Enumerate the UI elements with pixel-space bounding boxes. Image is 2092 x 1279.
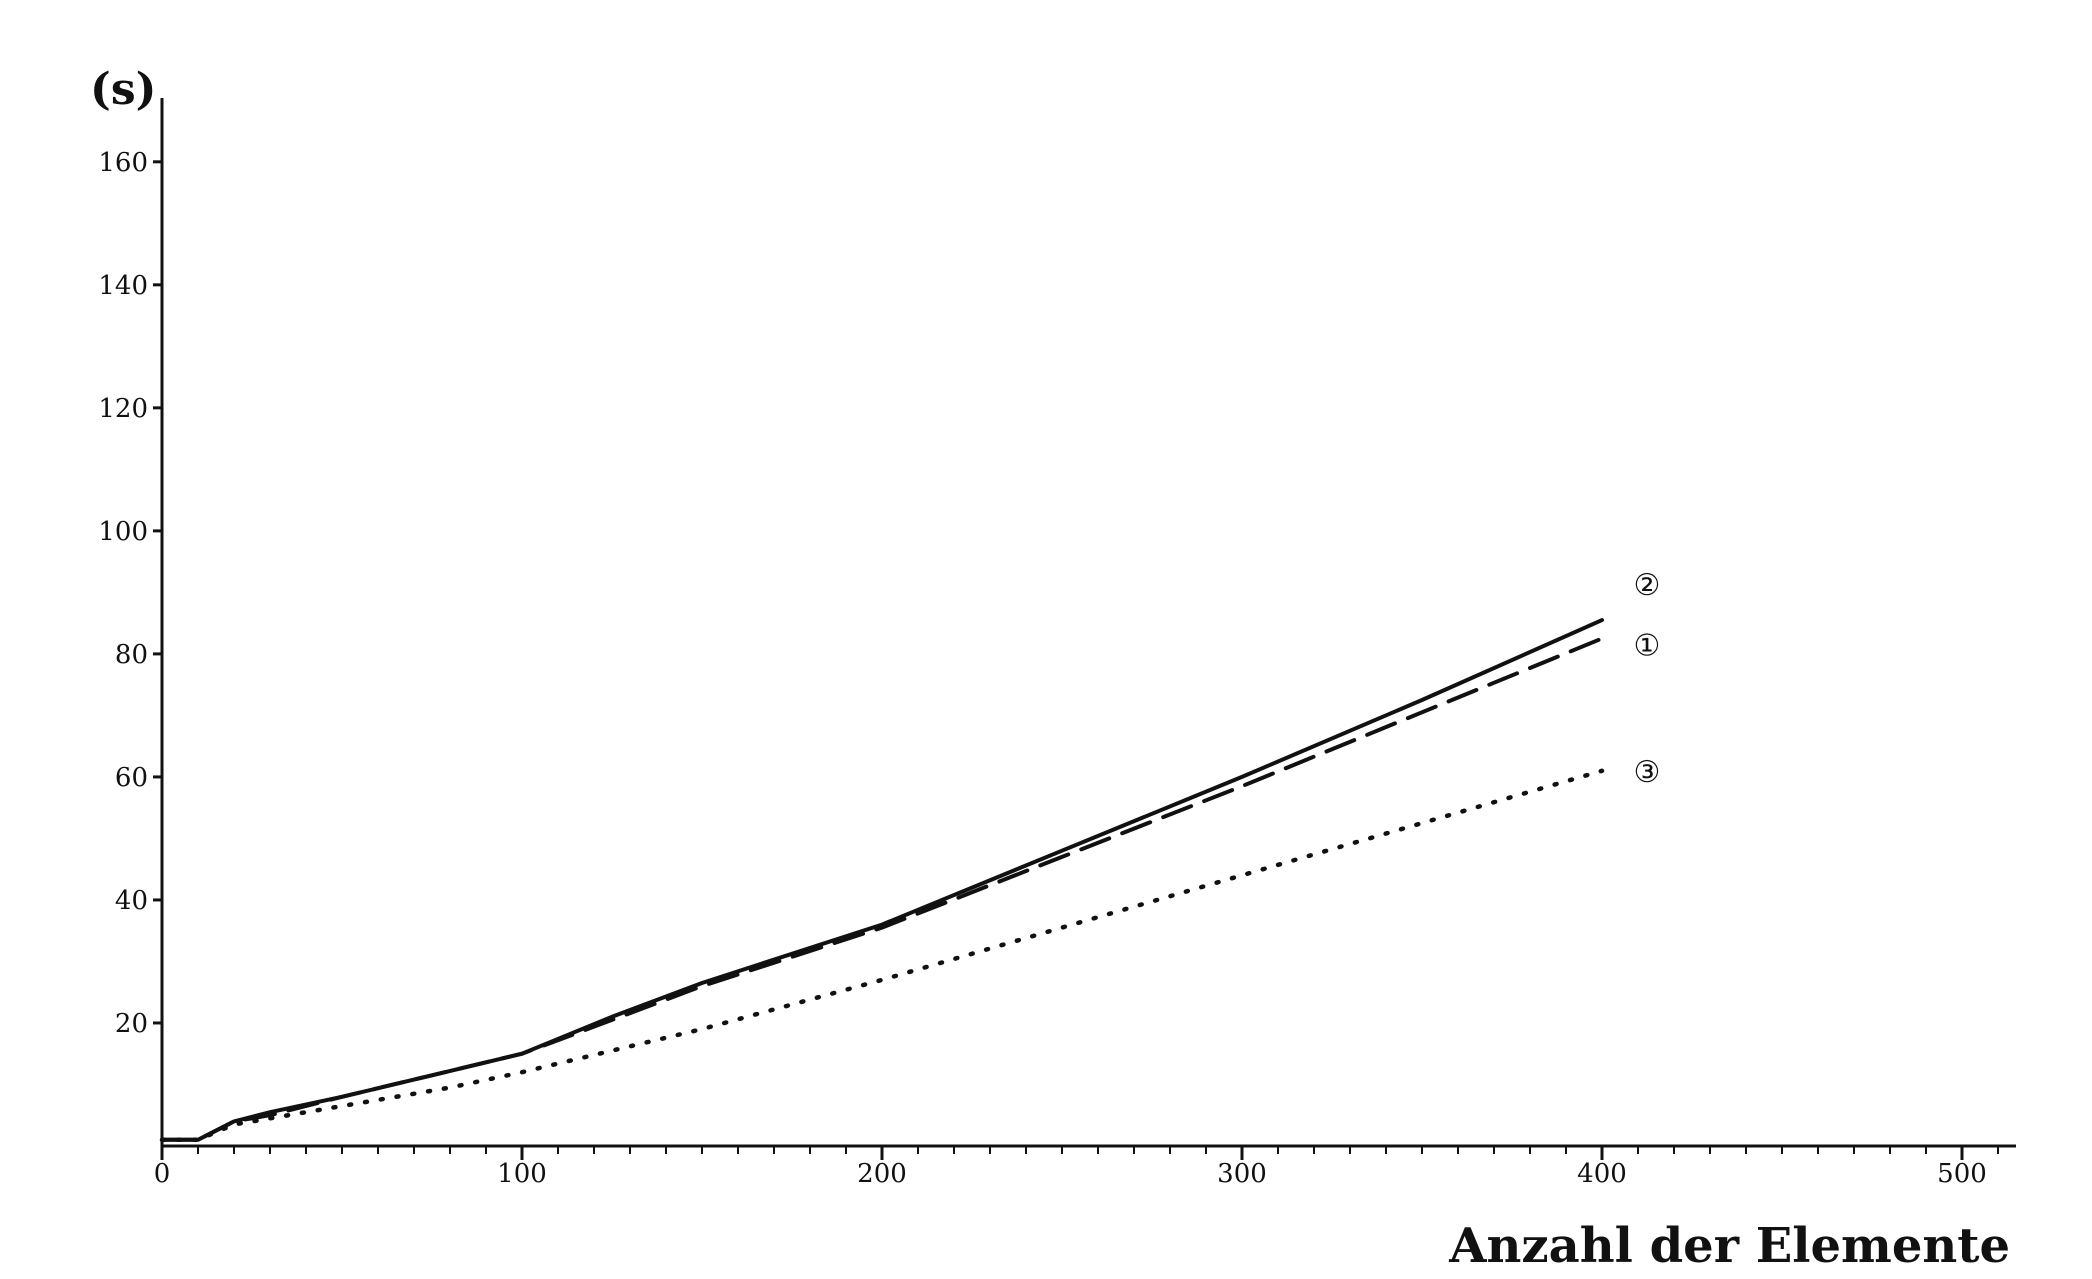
y-tick-label: 20 [115, 1009, 148, 1039]
y-tick-label: 120 [98, 394, 148, 424]
y-tick-label: 160 [98, 148, 148, 178]
x-tick-label: 200 [857, 1159, 907, 1189]
series-label-3: ③ [1634, 755, 1661, 790]
series-label-1: ② [1634, 568, 1661, 603]
y-tick-label: 40 [115, 886, 148, 916]
series-line-1 [160, 618, 1604, 1142]
y-tick-label: 140 [98, 271, 148, 301]
series-layer [159, 618, 1605, 1143]
x-axis-title: Anzahl der Elemente [1448, 1218, 2010, 1274]
x-tick-label: 0 [154, 1159, 171, 1189]
x-tick-label: 400 [1577, 1159, 1627, 1189]
x-tick-label: 300 [1217, 1159, 1267, 1189]
x-tick-label: 100 [497, 1159, 547, 1189]
series-line-2 [160, 636, 1604, 1142]
y-tick-label: 100 [98, 517, 148, 547]
y-axis-title: (s) [90, 64, 156, 115]
labels-layer: (s) Anzahl der Elemente ② ① ③ [90, 64, 2010, 1274]
y-tick-label: 60 [115, 763, 148, 793]
series-line-3 [159, 768, 1605, 1143]
axes: 0 100 200 300 400 500 20 40 60 80 100 120 140 160 [98, 98, 2016, 1189]
x-tick-label: 500 [1937, 1159, 1987, 1189]
series-label-2: ① [1634, 629, 1661, 664]
y-tick-label: 80 [115, 640, 148, 670]
